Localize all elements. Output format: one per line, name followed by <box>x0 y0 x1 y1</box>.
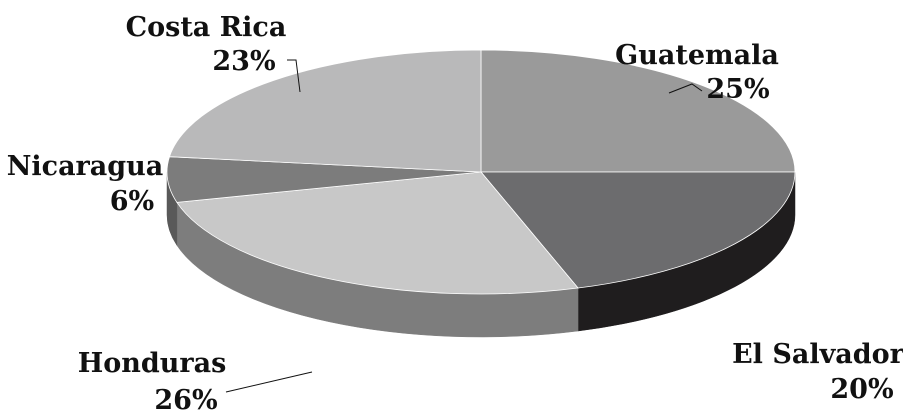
pie-slice-guatemala <box>480 49 796 173</box>
slice-label-el-salvador: El Salvador <box>732 339 903 370</box>
leader-line-costa-rica <box>287 59 301 93</box>
slice-label-guatemala: Guatemala <box>615 40 779 71</box>
pie-slice-el-salvador <box>480 171 796 289</box>
slice-label-honduras: Honduras <box>78 348 227 379</box>
slice-label-costa-rica: Costa Rica <box>126 12 287 43</box>
pie-slice-costa-rica <box>168 49 482 173</box>
slice-value-costa-rica: 23% <box>212 46 275 77</box>
slice-value-honduras: 26% <box>154 385 217 412</box>
slice-value-el-salvador: 20% <box>830 374 893 405</box>
pie-slice-honduras <box>176 171 579 295</box>
slice-label-nicaragua: Nicaragua <box>7 151 164 182</box>
leader-lines <box>225 59 703 393</box>
pie-slice-nicaragua <box>166 156 482 203</box>
slice-value-guatemala: 25% <box>706 74 769 105</box>
pie-tops <box>166 49 796 295</box>
slice-value-nicaragua: 6% <box>110 186 154 217</box>
leader-line-honduras <box>225 371 313 393</box>
leader-line-guatemala <box>668 83 703 94</box>
